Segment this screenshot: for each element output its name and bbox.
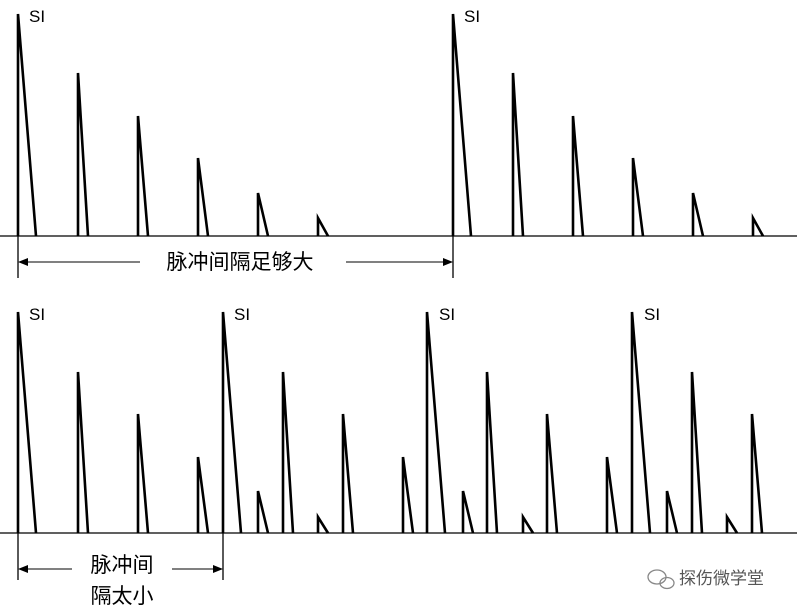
pulse [631,157,645,237]
caption: 脉冲间隔足够大 [167,250,314,274]
pulse [256,490,270,534]
si-label: SI [29,7,45,26]
pulse [691,192,705,237]
pulse [316,212,330,237]
watermark: 探伤微学堂 [679,569,764,589]
pulse [690,371,704,534]
pulse [196,157,210,237]
pulse [461,490,475,534]
pulse [16,311,38,534]
pulse [545,413,559,534]
pulse [750,413,764,534]
pulse [341,413,355,534]
pulse [571,115,585,237]
pulse [196,456,210,534]
pulse [521,512,535,534]
pulse [316,512,330,534]
pulse [511,72,525,237]
pulse [136,413,150,534]
si-label: SI [644,305,660,324]
pulse [401,456,415,534]
pulse [725,512,739,534]
pulse [630,311,652,534]
pulses [16,13,765,534]
caption: 脉冲间 [91,553,154,577]
pulse [136,115,150,237]
pulse [76,371,90,534]
pulse [256,192,270,237]
pulse [451,13,473,237]
pulse [425,311,447,534]
pulse [751,212,765,237]
watermark-icon [647,569,675,590]
pulse [16,13,38,237]
pulse [485,371,499,534]
pulse [221,311,243,534]
pulse [665,490,679,534]
si-label: SI [439,305,455,324]
caption: 隔太小 [91,584,154,608]
si-label: SI [29,305,45,324]
pulse [605,456,619,534]
pulse [76,72,90,237]
si-label: SI [234,305,250,324]
pulse [281,371,295,534]
si-label: SI [464,7,480,26]
